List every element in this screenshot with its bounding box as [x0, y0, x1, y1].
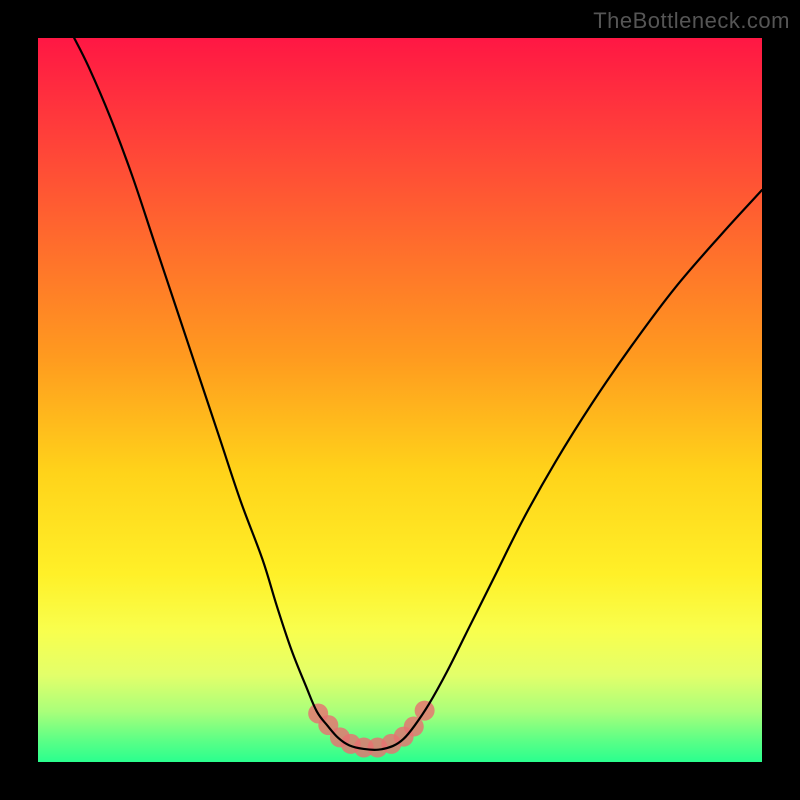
gradient-background [38, 38, 762, 762]
bottleneck-curve-chart [38, 38, 762, 762]
watermark-text: TheBottleneck.com [593, 8, 790, 34]
plot-area [38, 38, 762, 762]
chart-container: TheBottleneck.com [0, 0, 800, 800]
